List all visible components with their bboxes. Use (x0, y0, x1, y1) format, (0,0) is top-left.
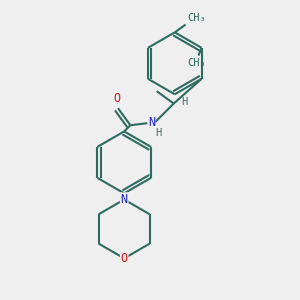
Text: O: O (113, 92, 120, 105)
Text: N: N (121, 193, 128, 206)
Text: O: O (121, 252, 128, 265)
Text: H: H (182, 97, 188, 107)
Text: CH₃: CH₃ (187, 13, 206, 23)
Text: CH₃: CH₃ (188, 58, 206, 68)
Text: H: H (156, 128, 162, 138)
Text: N: N (148, 116, 155, 129)
